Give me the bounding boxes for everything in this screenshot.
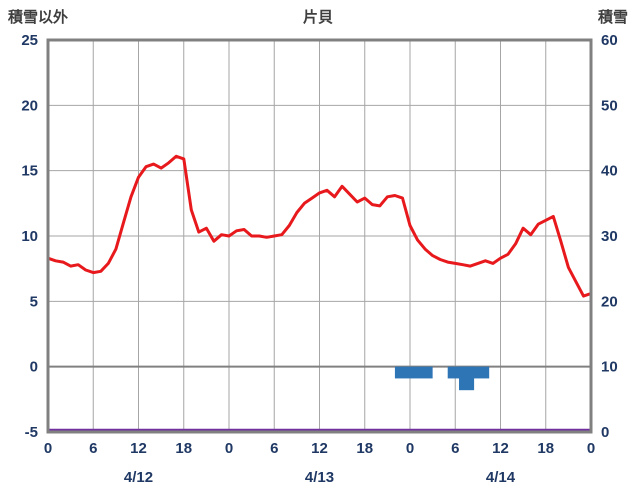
x-hour-tick-label: 12 — [492, 440, 509, 457]
right-axis-title: 積雪 — [597, 9, 628, 26]
x-hour-tick-label: 0 — [406, 440, 414, 457]
chart-title: 片貝 — [302, 9, 334, 26]
plot-border — [46, 38, 593, 434]
temperature-line — [46, 154, 593, 298]
y-right-tick-label: 50 — [601, 97, 618, 114]
y-left-tick-label: 15 — [21, 163, 38, 180]
y-right-tick-label: 60 — [601, 32, 618, 49]
x-hour-tick-label: 12 — [130, 440, 147, 457]
y-right-tick-label: 40 — [601, 163, 618, 180]
y-right-tick-label: 10 — [601, 359, 618, 376]
y-left-tick-label: 5 — [30, 293, 38, 310]
x-hour-tick-label: 6 — [451, 440, 459, 457]
x-hour-tick-label: 0 — [225, 440, 233, 457]
x-hour-tick-label: 18 — [356, 440, 373, 457]
y-left-tick-label: 0 — [30, 359, 38, 376]
x-hour-tick-label: 0 — [44, 440, 52, 457]
y-left-tick-label: -5 — [25, 424, 38, 441]
y-right-tick-label: 20 — [601, 293, 618, 310]
y-left-tick-label: 20 — [21, 97, 38, 114]
left-axis-title: 積雪以外 — [8, 9, 69, 26]
x-hour-tick-label: 6 — [89, 440, 97, 457]
x-hour-tick-label: 18 — [537, 440, 554, 457]
x-date-label: 4/12 — [124, 469, 153, 486]
x-hour-tick-label: 6 — [270, 440, 278, 457]
snowfall-bar — [394, 366, 433, 379]
y-left-tick-label: 10 — [21, 228, 38, 245]
y-left-tick-label: 25 — [21, 32, 38, 49]
x-hour-tick-label: 0 — [587, 440, 595, 457]
x-date-label: 4/14 — [486, 469, 516, 486]
x-hour-tick-label: 12 — [311, 440, 328, 457]
snowfall-bar — [459, 366, 475, 391]
y-right-tick-label: 30 — [601, 228, 618, 245]
y-right-tick-label: 0 — [601, 424, 609, 441]
x-date-label: 4/13 — [305, 469, 334, 486]
x-hour-tick-label: 18 — [175, 440, 192, 457]
